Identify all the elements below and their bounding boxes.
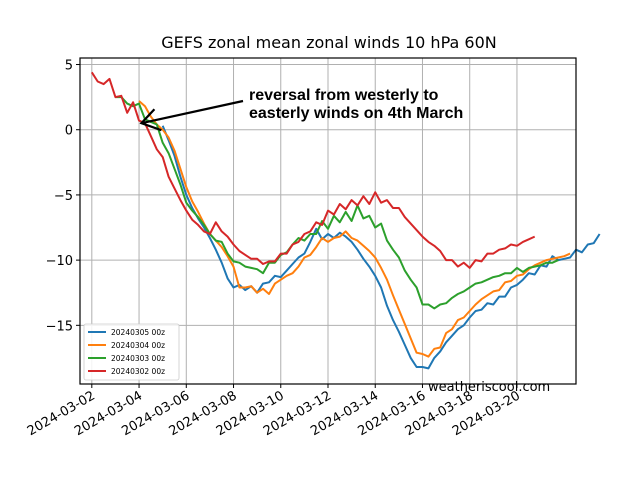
y-tick-label: −5: [54, 189, 73, 204]
annotation-arrow-head-icon: [139, 108, 162, 132]
y-axis: 5 0 −5 −10 −15: [46, 59, 80, 334]
y-tick-label: 0: [65, 124, 73, 139]
legend: 20240305 00z 20240304 00z 20240303 00z 2024…: [83, 323, 180, 381]
annotation: reversal from westerly to easterly winds…: [139, 87, 463, 132]
annotation-arrow-shaft: [141, 99, 244, 125]
y-tick-label: 5: [65, 59, 73, 74]
watermark: weatheriscool.com: [428, 380, 550, 395]
series-line-20240302-00z: [90, 71, 536, 269]
legend-box: [83, 323, 180, 381]
y-tick-label: −10: [46, 254, 73, 269]
series-line-20240305-00z: [161, 125, 601, 370]
y-tick-label: −15: [46, 319, 73, 334]
legend-label: 20240303 00z: [111, 354, 165, 363]
legend-label: 20240304 00z: [111, 341, 165, 350]
series-lines: [90, 71, 601, 370]
annotation-line-2: easterly winds on 4th March: [249, 105, 463, 122]
series-line-20240303-00z: [115, 96, 559, 310]
annotation-line-1: reversal from westerly to: [249, 87, 439, 104]
legend-label: 20240302 00z: [111, 367, 165, 376]
chart-title: GEFS zonal mean zonal winds 10 hPa 60N: [161, 33, 496, 52]
legend-label: 20240305 00z: [111, 328, 165, 337]
